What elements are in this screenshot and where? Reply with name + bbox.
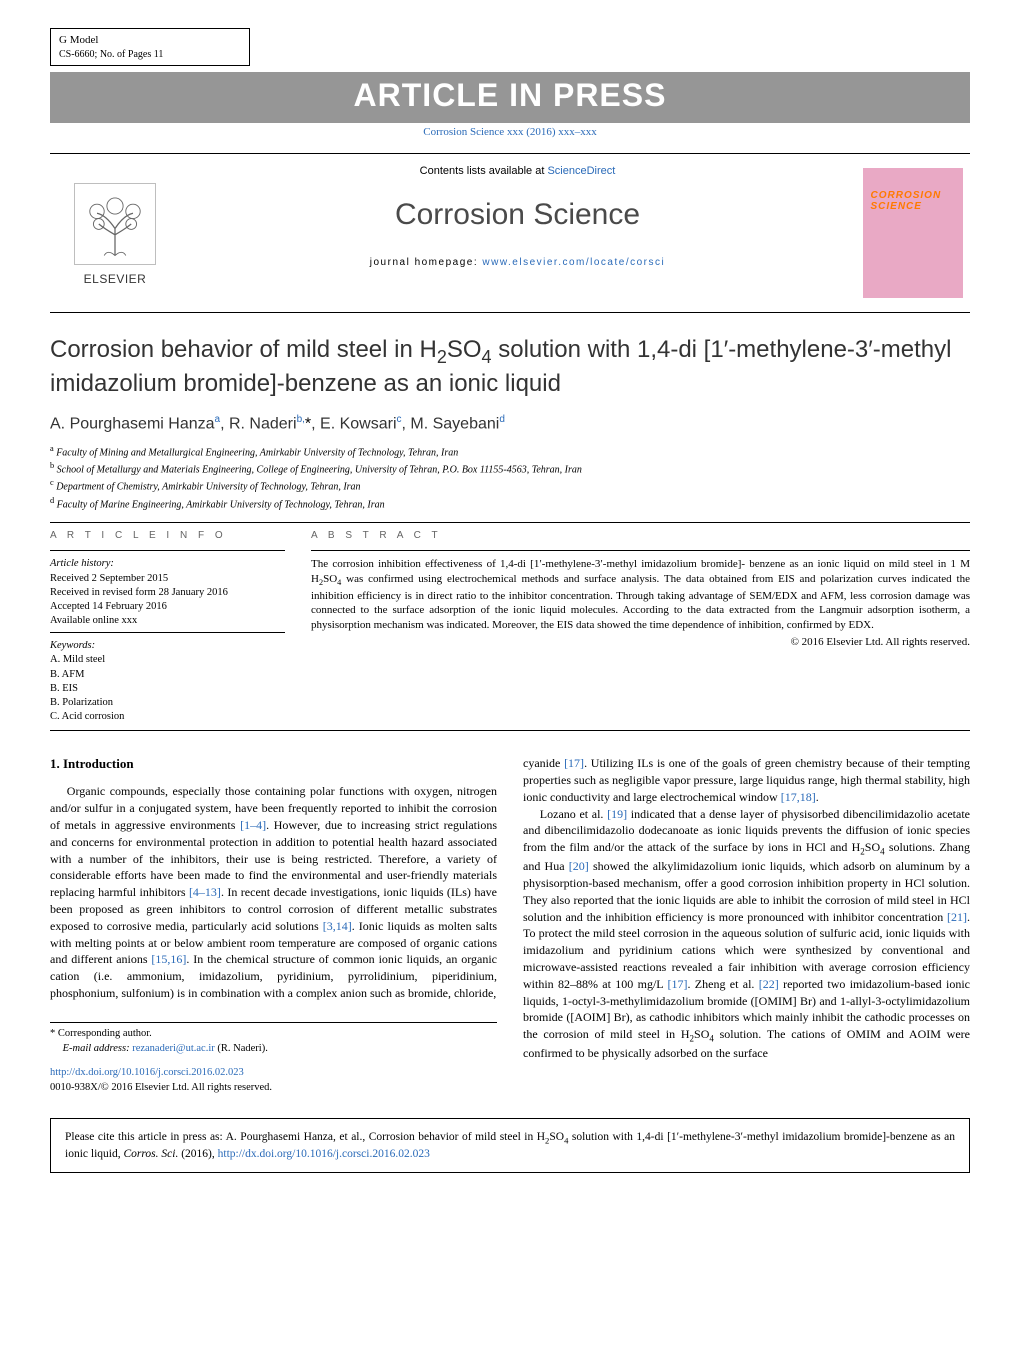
masthead: ELSEVIER Contents lists available at Sci… (50, 153, 970, 313)
intro-p2: cyanide [17]. Utilizing ILs is one of th… (523, 755, 970, 805)
author-email-link[interactable]: rezanaderi@ut.ac.ir (132, 1043, 215, 1054)
article-info-column: A R T I C L E I N F O Article history: R… (50, 529, 285, 724)
keyword: A. Mild steel (50, 653, 285, 667)
left-column: 1. Introduction Organic compounds, espec… (50, 755, 497, 1095)
doi-link[interactable]: http://dx.doi.org/10.1016/j.corsci.2016.… (50, 1067, 244, 1078)
history-label: Article history: (50, 557, 285, 571)
affiliation-d: d Faculty of Marine Engineering, Amirkab… (50, 495, 970, 512)
abstract-text: The corrosion inhibition effectiveness o… (311, 557, 970, 633)
cover-title: CORROSIONSCIENCE (871, 190, 942, 212)
right-column: cyanide [17]. Utilizing ILs is one of th… (523, 755, 970, 1095)
divider (50, 632, 285, 633)
divider (50, 522, 970, 523)
divider (311, 550, 970, 551)
affiliation-a: a Faculty of Mining and Metallurgical En… (50, 443, 970, 460)
journal-cover-image: CORROSIONSCIENCE (863, 168, 963, 298)
intro-p1: Organic compounds, especially those cont… (50, 783, 497, 1001)
keywords-block: Keywords: A. Mild steel B. AFM B. EIS B.… (50, 639, 285, 724)
keyword: B. AFM (50, 668, 285, 682)
homepage-line: journal homepage: www.elsevier.com/locat… (370, 256, 665, 270)
homepage-prefix: journal homepage: (370, 257, 483, 268)
keywords-label: Keywords: (50, 639, 285, 653)
corresponding-author: * Corresponding author. (50, 1027, 497, 1042)
affiliation-c: c Department of Chemistry, Amirkabir Uni… (50, 477, 970, 494)
email-line: E-mail address: rezanaderi@ut.ac.ir (R. … (50, 1042, 497, 1057)
contents-prefix: Contents lists available at (420, 165, 548, 177)
body-columns: 1. Introduction Organic compounds, espec… (50, 755, 970, 1095)
authors-line: A. Pourghasemi Hanzaa, R. Naderib,*, E. … (50, 413, 970, 435)
article-in-press-banner: ARTICLE IN PRESS (50, 72, 970, 122)
abstract-column: A B S T R A C T The corrosion inhibition… (311, 529, 970, 724)
sciencedirect-link[interactable]: ScienceDirect (547, 165, 615, 177)
online-date: Available online xxx (50, 614, 285, 628)
divider (50, 730, 970, 731)
issn-line: 0010-938X/© 2016 Elsevier Ltd. All right… (50, 1082, 272, 1093)
affiliations: a Faculty of Mining and Metallurgical En… (50, 443, 970, 512)
contents-line: Contents lists available at ScienceDirec… (420, 164, 616, 179)
doi-block: http://dx.doi.org/10.1016/j.corsci.2016.… (50, 1066, 497, 1095)
article-title: Corrosion behavior of mild steel in H2SO… (50, 335, 970, 398)
masthead-center: Contents lists available at ScienceDirec… (180, 154, 855, 312)
affiliation-b: b School of Metallurgy and Materials Eng… (50, 460, 970, 477)
elsevier-tree-icon (70, 179, 160, 269)
divider (50, 550, 285, 551)
copyright-line: © 2016 Elsevier Ltd. All rights reserved… (311, 635, 970, 650)
abstract-head: A B S T R A C T (311, 529, 970, 543)
homepage-link[interactable]: www.elsevier.com/locate/corsci (482, 257, 665, 268)
intro-heading: 1. Introduction (50, 755, 497, 773)
article-info-head: A R T I C L E I N F O (50, 529, 285, 543)
received-date: Received 2 September 2015 (50, 572, 285, 586)
footnote-block: * Corresponding author. E-mail address: … (50, 1022, 497, 1056)
cite-box: Please cite this article in press as: A.… (50, 1118, 970, 1173)
g-model-label: G Model (59, 33, 241, 48)
cs-number: CS-6660; No. of Pages 11 (59, 48, 241, 62)
accepted-date: Accepted 14 February 2016 (50, 600, 285, 614)
article-history: Article history: Received 2 September 20… (50, 557, 285, 628)
header-box: G Model CS-6660; No. of Pages 11 (50, 28, 250, 66)
intro-p3: Lozano et al. [19] indicated that a dens… (523, 806, 970, 1062)
elsevier-logo-cell: ELSEVIER (50, 154, 180, 312)
elsevier-text: ELSEVIER (84, 271, 147, 287)
journal-citation-line: Corrosion Science xxx (2016) xxx–xxx (50, 125, 970, 140)
revised-date: Received in revised form 28 January 2016 (50, 586, 285, 600)
keyword: B. Polarization (50, 696, 285, 710)
keyword: C. Acid corrosion (50, 710, 285, 724)
keyword: B. EIS (50, 682, 285, 696)
journal-name: Corrosion Science (395, 195, 640, 236)
cover-cell: CORROSIONSCIENCE (855, 154, 970, 312)
